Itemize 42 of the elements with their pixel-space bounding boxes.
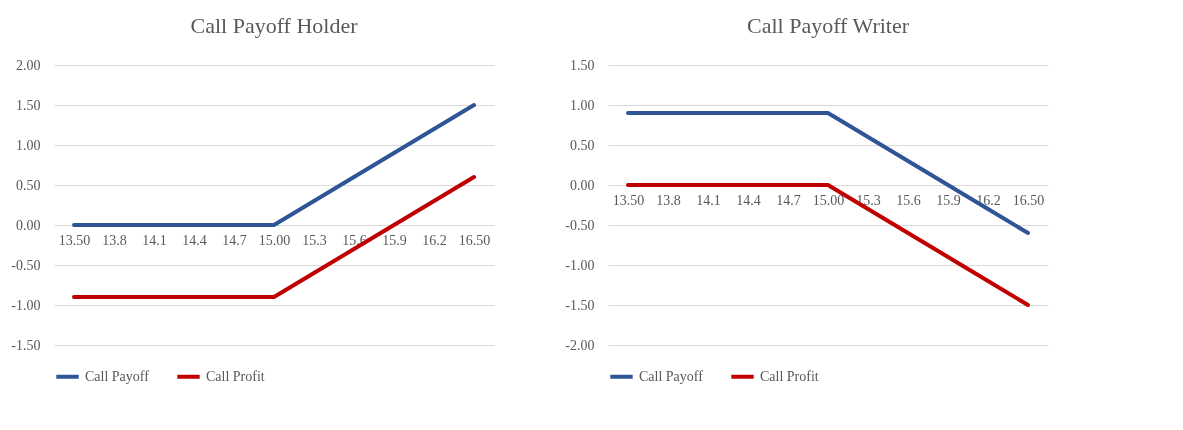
y-tick-label: 1.50 [16, 97, 41, 113]
y-tick-label: -1.50 [11, 337, 41, 353]
y-tick-label: -1.00 [11, 297, 41, 313]
x-tick-label: 14.1 [696, 192, 721, 208]
x-tick-label: 16.2 [422, 232, 447, 248]
x-tick-label: 14.7 [222, 232, 247, 248]
y-tick-label: 0.00 [570, 177, 595, 193]
y-tick-label: -1.50 [565, 297, 595, 313]
x-tick-label: 14.7 [776, 192, 801, 208]
legend-label: Call Profit [206, 368, 265, 384]
x-tick-label: 13.8 [656, 192, 681, 208]
y-tick-label: 1.00 [16, 137, 41, 153]
chart-title: Call Payoff Writer [746, 13, 910, 38]
x-tick-label: 15.3 [302, 232, 327, 248]
x-tick-label: 14.4 [736, 192, 761, 208]
legend-label: Call Payoff [639, 368, 704, 384]
legend-label: Call Profit [760, 368, 819, 384]
chart-title: Call Payoff Holder [190, 13, 359, 38]
y-tick-label: 0.00 [16, 217, 41, 233]
x-tick-label: 15.00 [258, 232, 291, 248]
x-tick-label: 14.4 [182, 232, 207, 248]
y-tick-label: 0.50 [570, 137, 595, 153]
line-series [72, 103, 476, 227]
x-tick-label: 13.50 [612, 192, 645, 208]
y-tick-label: 1.50 [570, 57, 595, 73]
x-tick-label: 15.9 [936, 192, 961, 208]
y-tick-label: -2.00 [565, 337, 595, 353]
x-tick-label: 14.1 [142, 232, 167, 248]
y-tick-label: -1.00 [565, 257, 595, 273]
y-tick-label: 2.00 [16, 57, 41, 73]
x-tick-label: 15.00 [812, 192, 845, 208]
x-tick-label: 16.50 [1012, 192, 1045, 208]
y-tick-label: -0.50 [11, 257, 41, 273]
x-tick-label: 15.9 [382, 232, 407, 248]
x-tick-label: 13.8 [102, 232, 127, 248]
y-tick-label: -0.50 [565, 217, 595, 233]
x-tick-label: 15.6 [896, 192, 921, 208]
x-tick-label: 13.50 [58, 232, 91, 248]
legend-label: Call Payoff [85, 368, 150, 384]
x-tick-label: 16.50 [458, 232, 491, 248]
y-tick-label: 1.00 [570, 97, 595, 113]
y-tick-label: 0.50 [16, 177, 41, 193]
